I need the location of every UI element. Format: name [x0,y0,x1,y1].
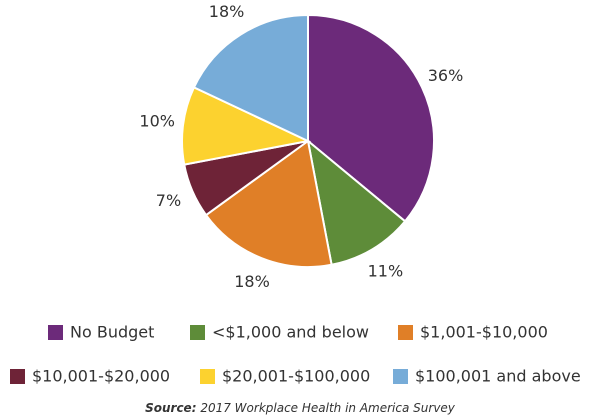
legend-label: No Budget [70,323,154,342]
slice-label: 36% [428,66,464,85]
source-label: Source: [145,401,196,415]
legend-swatch [48,325,63,340]
legend-swatch [190,325,205,340]
slice-label: 7% [156,191,181,210]
slice-label: 18% [209,2,245,21]
legend-label: $10,001-$20,000 [32,367,170,386]
legend-swatch [10,369,25,384]
pie: 36% 11% 18% 7% 10% 18% [139,2,463,291]
legend-label: $1,001-$10,000 [420,323,548,342]
slice-label: 18% [234,272,270,291]
legend-label: $100,001 and above [415,367,581,386]
legend: No Budget <$1,000 and below $1,001-$10,000… [10,323,581,386]
legend-label: <$1,000 and below [212,323,369,342]
legend-swatch [200,369,215,384]
slice [192,13,309,143]
source-text: 2017 Workplace Health in America Survey [200,401,455,415]
slice [181,86,312,166]
legend-label: $20,001-$100,000 [222,367,370,386]
slice [306,138,407,266]
slice [204,139,333,268]
slice-label: 10% [139,111,175,130]
source: Source: 2017 Workplace Health in America… [145,401,456,415]
legend-swatch [393,369,408,384]
legend-swatch [398,325,413,340]
slice-label: 11% [368,261,404,280]
slice [307,13,435,223]
